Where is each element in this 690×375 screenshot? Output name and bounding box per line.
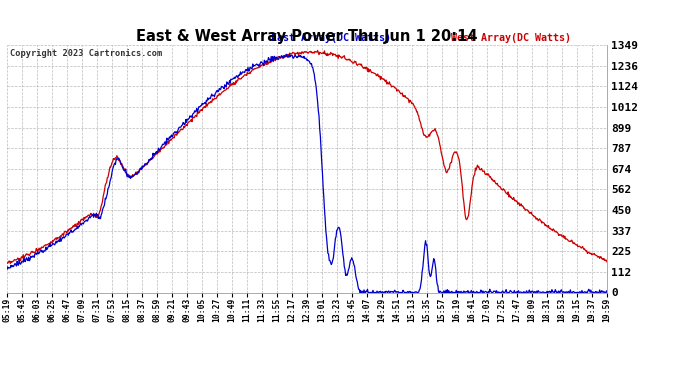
Title: East & West Array Power Thu Jun 1 20:14: East & West Array Power Thu Jun 1 20:14 <box>137 29 477 44</box>
Text: West Array(DC Watts): West Array(DC Watts) <box>451 33 571 42</box>
Text: East Array(DC Watts): East Array(DC Watts) <box>271 33 391 42</box>
Text: Copyright 2023 Cartronics.com: Copyright 2023 Cartronics.com <box>10 49 162 58</box>
